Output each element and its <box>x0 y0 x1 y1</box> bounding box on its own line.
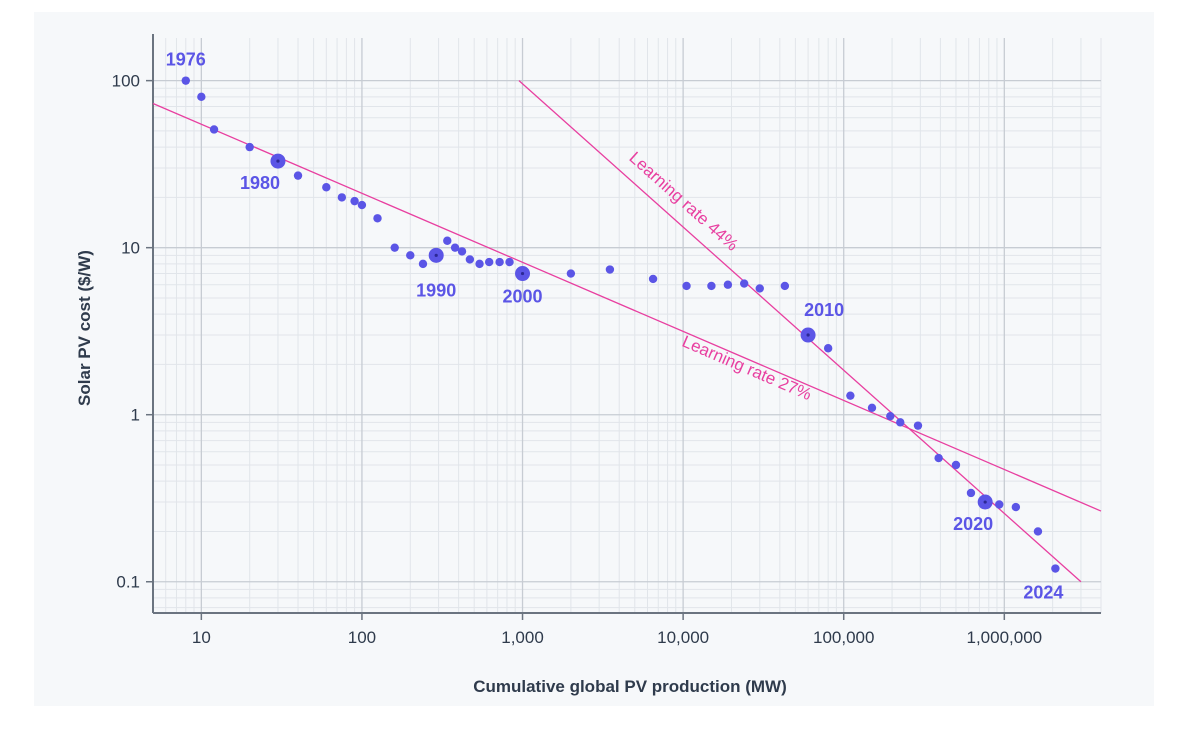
data-point <box>995 500 1004 509</box>
data-point <box>1033 527 1043 536</box>
data-point <box>1051 564 1060 573</box>
data-point <box>755 284 764 293</box>
data-point <box>322 183 331 192</box>
data-point <box>465 255 475 264</box>
x-tick-label: 1,000,000 <box>966 628 1042 647</box>
data-point <box>450 243 460 252</box>
year-label: 1980 <box>240 173 280 193</box>
x-tick-label: 1,000 <box>501 628 544 647</box>
data-point <box>209 125 219 134</box>
data-point <box>707 281 716 291</box>
data-point <box>495 257 504 267</box>
data-point <box>337 193 347 202</box>
data-point-highlight-center <box>806 333 810 337</box>
data-point <box>1011 502 1021 512</box>
data-point-highlight-center <box>276 159 280 163</box>
year-labels: 1976 1980 1990 2000 2010 2020 2024 <box>166 50 1064 603</box>
y-tick-label: 100 <box>112 72 140 91</box>
major-gridlines <box>153 38 1101 613</box>
data-point <box>484 257 494 267</box>
data-point <box>197 92 206 102</box>
y-tick-label: 1 <box>131 406 140 425</box>
data-point <box>934 453 943 463</box>
data-point <box>390 243 399 252</box>
data-point-highlight-center <box>983 500 987 504</box>
data-point <box>739 279 749 288</box>
chart-panel: 10 100 1,000 10,000 100,000 1,000,000 0.1 1 10 10… <box>34 12 1154 706</box>
minor-gridlines <box>152 38 1102 613</box>
trend-line-label: Learning rate 27% <box>679 332 814 404</box>
year-label: 2000 <box>503 287 543 307</box>
data-point <box>951 460 961 470</box>
data-point-highlight-center <box>520 271 525 276</box>
data-point <box>648 274 658 284</box>
data-point <box>245 142 254 152</box>
data-point <box>418 259 428 269</box>
year-label: 2010 <box>804 300 844 320</box>
data-point <box>886 411 895 421</box>
data-point <box>293 171 303 180</box>
data-point <box>566 269 576 278</box>
data-point <box>913 421 923 430</box>
data-point <box>181 76 190 85</box>
data-point <box>682 281 691 291</box>
data-point <box>966 488 976 498</box>
x-tick-label: 10,000 <box>657 628 709 647</box>
x-tick-label: 10 <box>192 628 211 647</box>
data-point <box>605 265 615 274</box>
data-point <box>723 280 733 289</box>
data-point <box>780 281 790 291</box>
data-point <box>896 418 905 427</box>
tick-labels: 10 100 1,000 10,000 100,000 1,000,000 0.1 1 10 10… <box>112 72 1043 647</box>
data-point <box>867 403 877 412</box>
data-point <box>406 251 415 260</box>
x-tick-label: 100 <box>348 628 376 647</box>
y-tick-label: 0.1 <box>116 573 140 592</box>
data-point <box>443 236 452 245</box>
data-point <box>823 344 833 353</box>
solar-pv-learning-curve-chart: 10 100 1,000 10,000 100,000 1,000,000 0.1 1 10 10… <box>75 34 1102 696</box>
data-point-highlight-center <box>434 253 438 257</box>
data-point <box>846 391 855 400</box>
year-label: 2020 <box>953 514 993 534</box>
year-label: 2024 <box>1023 583 1063 603</box>
x-axis-title: Cumulative global PV production (MW) <box>473 677 787 696</box>
trend-line <box>152 102 1102 512</box>
y-axis-title: Solar PV cost ($/W) <box>75 250 94 406</box>
axes <box>146 34 1101 620</box>
data-point <box>357 200 367 210</box>
data-point <box>457 247 467 256</box>
trend-lines: Learning rate 27%Learning rate 44% <box>152 80 1102 583</box>
year-label: 1976 <box>166 50 206 70</box>
data-point <box>373 214 382 223</box>
data-point <box>505 257 514 267</box>
data-point <box>475 259 484 269</box>
data-point <box>350 196 359 206</box>
x-tick-label: 100,000 <box>813 628 874 647</box>
year-label: 1990 <box>416 280 456 300</box>
y-tick-label: 10 <box>121 239 140 258</box>
data-points <box>181 76 1060 573</box>
